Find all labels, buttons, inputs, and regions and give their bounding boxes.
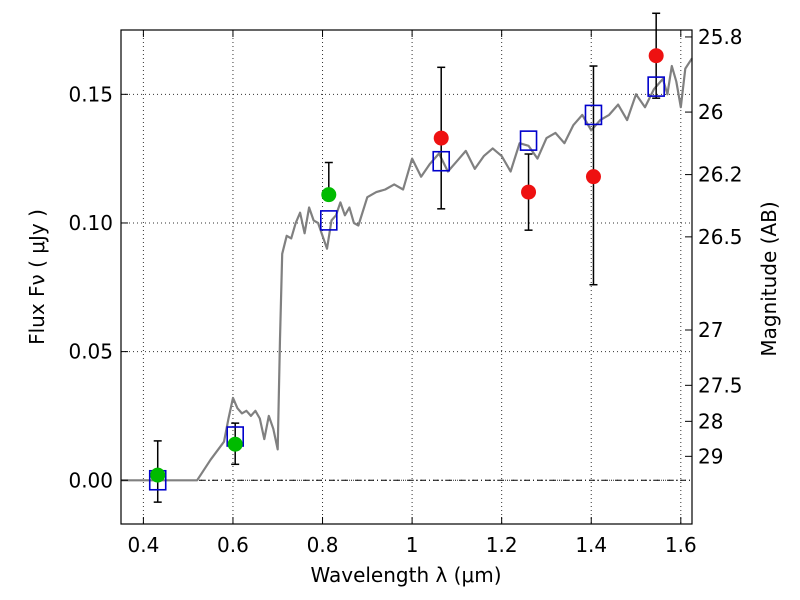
model-photometry-square [432,150,451,172]
right-axis-tick-label: 26 [698,100,723,124]
model-photometry-squares [148,76,665,491]
right-axis-tick-label: 25.8 [698,25,743,49]
green-data-point [150,467,166,483]
x-tick-label: 1.6 [665,533,697,557]
observed-points-layer [150,48,664,483]
red-data-point [521,184,537,200]
right-axis-tick-label: 28 [698,409,723,433]
model-spectrum-line [121,57,693,482]
green-data-point [321,187,337,203]
x-axis-ticks: 0.4 0.6 0.8 1 1.2 1.4 1.6 [127,30,697,557]
x-tick-label: 1.4 [575,533,607,557]
right-axis-tick-label: 27.5 [698,373,743,397]
x-tick-label: 0.4 [127,533,159,557]
y-axis-label: Flux Fν ( μJy ) [25,209,49,345]
y-tick-label: 0.05 [68,340,113,364]
red-data-point [433,130,449,146]
y-tick-label: 0.00 [68,468,113,492]
x-tick-label: 0.8 [307,533,339,557]
model-photometry-square [584,104,603,126]
right-magnitude-axis-ticks: 25.8 26 26.2 26.5 27 27.5 28 29 [685,25,743,468]
x-axis-label: Wavelength λ (μm) [310,563,501,587]
right-axis-tick-label: 26.5 [698,225,743,249]
model-photometry-square [647,76,665,97]
green-data-point [227,436,243,452]
right-axis-tick-label: 29 [698,444,723,468]
x-tick-label: 1 [406,533,419,557]
plot-background [121,30,692,524]
right-axis-label: Magnitude (AB) [757,201,781,356]
x-tick-label: 1.2 [486,533,518,557]
model-spectrum-layer [121,57,693,482]
y-tick-label: 0.15 [68,82,113,106]
right-axis-tick-label: 26.2 [698,163,743,187]
model-photometry-square [319,210,338,231]
red-data-point [585,169,601,185]
y-axis-ticks: 0.00 0.05 0.10 0.15 [68,82,128,492]
y-tick-label: 0.10 [68,211,113,235]
x-tick-label: 0.6 [217,533,249,557]
plot-frame [120,29,693,525]
red-data-point [648,48,664,64]
model-photometry-square [519,130,538,151]
right-axis-tick-label: 27 [698,318,723,342]
